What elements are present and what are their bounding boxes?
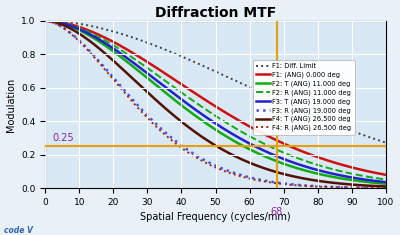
- F1: (ANG) 0.000 deg: (47.5, 0.52): (ANG) 0.000 deg: (47.5, 0.52): [204, 100, 209, 102]
- F4: R (ANG) 26.500 deg: (0, 1): R (ANG) 26.500 deg: (0, 1): [43, 19, 48, 22]
- F4: T (ANG) 26.500 deg: (0, 1): T (ANG) 26.500 deg: (0, 1): [43, 19, 48, 22]
- F2: R (ANG) 11.000 deg: (47.5, 0.465): R (ANG) 11.000 deg: (47.5, 0.465): [204, 109, 209, 112]
- Line: F1: Diff. Limit: F1: Diff. Limit: [45, 21, 386, 143]
- Line: F2: T (ANG) 11.000 deg: F2: T (ANG) 11.000 deg: [45, 21, 386, 184]
- F4: T (ANG) 26.500 deg: (47.5, 0.286): T (ANG) 26.500 deg: (47.5, 0.286): [204, 139, 209, 141]
- F3: T (ANG) 19.000 deg: (48.1, 0.412): T (ANG) 19.000 deg: (48.1, 0.412): [207, 118, 212, 121]
- F4: R (ANG) 26.500 deg: (100, 0.00102): R (ANG) 26.500 deg: (100, 0.00102): [384, 187, 388, 189]
- F3: T (ANG) 19.000 deg: (0, 1): T (ANG) 19.000 deg: (0, 1): [43, 19, 48, 22]
- Text: 0.25: 0.25: [52, 133, 74, 143]
- F2: T (ANG) 11.000 deg: (100, 0.0257): T (ANG) 11.000 deg: (100, 0.0257): [384, 182, 388, 185]
- Line: F3: T (ANG) 19.000 deg: F3: T (ANG) 19.000 deg: [45, 21, 386, 182]
- Line: F4: T (ANG) 26.500 deg: F4: T (ANG) 26.500 deg: [45, 21, 386, 187]
- Y-axis label: Modulation: Modulation: [6, 77, 16, 132]
- F2: R (ANG) 11.000 deg: (97.6, 0.0584): R (ANG) 11.000 deg: (97.6, 0.0584): [375, 177, 380, 180]
- F2: T (ANG) 11.000 deg: (0, 1): T (ANG) 11.000 deg: (0, 1): [43, 19, 48, 22]
- F4: T (ANG) 26.500 deg: (100, 0.0097): T (ANG) 26.500 deg: (100, 0.0097): [384, 185, 388, 188]
- X-axis label: Spatial Frequency (cycles/mm): Spatial Frequency (cycles/mm): [140, 212, 291, 222]
- F3: R (ANG) 19.000 deg: (0, 1): R (ANG) 19.000 deg: (0, 1): [43, 19, 48, 22]
- Line: F1: (ANG) 0.000 deg: F1: (ANG) 0.000 deg: [45, 21, 386, 175]
- F2: R (ANG) 11.000 deg: (59.5, 0.315): R (ANG) 11.000 deg: (59.5, 0.315): [246, 134, 250, 137]
- F1: Diff. Limit: (100, 0.272): Diff. Limit: (100, 0.272): [384, 141, 388, 144]
- F1: Diff. Limit: (82, 0.406): Diff. Limit: (82, 0.406): [322, 119, 327, 121]
- F1: Diff. Limit: (47.5, 0.72): Diff. Limit: (47.5, 0.72): [204, 66, 209, 69]
- F1: (ANG) 0.000 deg: (48.1, 0.513): (ANG) 0.000 deg: (48.1, 0.513): [207, 101, 212, 104]
- F3: R (ANG) 19.000 deg: (97.6, 0.00177): R (ANG) 19.000 deg: (97.6, 0.00177): [375, 186, 380, 189]
- F2: R (ANG) 11.000 deg: (48.1, 0.457): R (ANG) 11.000 deg: (48.1, 0.457): [207, 110, 212, 113]
- F2: T (ANG) 11.000 deg: (82, 0.0773): T (ANG) 11.000 deg: (82, 0.0773): [322, 174, 327, 176]
- Legend: F1: Diff. Limit, F1: (ANG) 0.000 deg, F2: T (ANG) 11.000 deg, F2: R (ANG) 11.000: F1: Diff. Limit, F1: (ANG) 0.000 deg, F2…: [253, 60, 355, 135]
- F1: (ANG) 0.000 deg: (82, 0.172): (ANG) 0.000 deg: (82, 0.172): [322, 158, 327, 161]
- F3: T (ANG) 19.000 deg: (100, 0.0356): T (ANG) 19.000 deg: (100, 0.0356): [384, 181, 388, 184]
- F1: Diff. Limit: (59.5, 0.607): Diff. Limit: (59.5, 0.607): [246, 85, 250, 88]
- F1: (ANG) 0.000 deg: (59.5, 0.374): (ANG) 0.000 deg: (59.5, 0.374): [246, 124, 250, 127]
- F2: R (ANG) 11.000 deg: (0, 1): R (ANG) 11.000 deg: (0, 1): [43, 19, 48, 22]
- F4: T (ANG) 26.500 deg: (54.1, 0.207): T (ANG) 26.500 deg: (54.1, 0.207): [227, 152, 232, 155]
- F3: R (ANG) 19.000 deg: (100, 0.00135): R (ANG) 19.000 deg: (100, 0.00135): [384, 187, 388, 189]
- F4: R (ANG) 26.500 deg: (97.6, 0.00136): R (ANG) 26.500 deg: (97.6, 0.00136): [375, 187, 380, 189]
- Text: code V: code V: [4, 226, 33, 235]
- Text: 68: 68: [271, 207, 283, 217]
- F1: (ANG) 0.000 deg: (100, 0.0795): (ANG) 0.000 deg: (100, 0.0795): [384, 173, 388, 176]
- Title: Diffraction MTF: Diffraction MTF: [155, 6, 276, 20]
- Line: F3: R (ANG) 19.000 deg: F3: R (ANG) 19.000 deg: [45, 21, 386, 188]
- F3: T (ANG) 19.000 deg: (82, 0.0976): T (ANG) 19.000 deg: (82, 0.0976): [322, 170, 327, 173]
- F2: R (ANG) 11.000 deg: (54.1, 0.379): R (ANG) 11.000 deg: (54.1, 0.379): [227, 123, 232, 126]
- F2: T (ANG) 11.000 deg: (97.6, 0.03): T (ANG) 11.000 deg: (97.6, 0.03): [375, 182, 380, 184]
- F4: R (ANG) 26.500 deg: (82, 0.00752): R (ANG) 26.500 deg: (82, 0.00752): [322, 185, 327, 188]
- F4: R (ANG) 26.500 deg: (59.5, 0.0596): R (ANG) 26.500 deg: (59.5, 0.0596): [246, 177, 250, 180]
- F3: T (ANG) 19.000 deg: (97.6, 0.0411): T (ANG) 19.000 deg: (97.6, 0.0411): [375, 180, 380, 183]
- F3: R (ANG) 19.000 deg: (82, 0.00914): R (ANG) 19.000 deg: (82, 0.00914): [322, 185, 327, 188]
- F4: R (ANG) 26.500 deg: (48.1, 0.142): R (ANG) 26.500 deg: (48.1, 0.142): [207, 163, 212, 166]
- F2: T (ANG) 11.000 deg: (54.1, 0.297): T (ANG) 11.000 deg: (54.1, 0.297): [227, 137, 232, 140]
- F3: R (ANG) 19.000 deg: (48.1, 0.153): R (ANG) 19.000 deg: (48.1, 0.153): [207, 161, 212, 164]
- F2: T (ANG) 11.000 deg: (47.5, 0.383): T (ANG) 11.000 deg: (47.5, 0.383): [204, 122, 209, 125]
- F1: Diff. Limit: (97.6, 0.288): Diff. Limit: (97.6, 0.288): [375, 139, 380, 141]
- F2: R (ANG) 11.000 deg: (82, 0.127): R (ANG) 11.000 deg: (82, 0.127): [322, 165, 327, 168]
- F1: Diff. Limit: (0, 1): Diff. Limit: (0, 1): [43, 19, 48, 22]
- F2: T (ANG) 11.000 deg: (48.1, 0.375): T (ANG) 11.000 deg: (48.1, 0.375): [207, 124, 212, 127]
- F3: R (ANG) 19.000 deg: (54.1, 0.1): R (ANG) 19.000 deg: (54.1, 0.1): [227, 170, 232, 173]
- F3: T (ANG) 19.000 deg: (47.5, 0.42): T (ANG) 19.000 deg: (47.5, 0.42): [204, 116, 209, 119]
- F3: R (ANG) 19.000 deg: (47.5, 0.159): R (ANG) 19.000 deg: (47.5, 0.159): [204, 160, 209, 163]
- F1: (ANG) 0.000 deg: (54.1, 0.437): (ANG) 0.000 deg: (54.1, 0.437): [227, 114, 232, 116]
- F1: Diff. Limit: (54.1, 0.658): Diff. Limit: (54.1, 0.658): [227, 77, 232, 79]
- F3: T (ANG) 19.000 deg: (59.5, 0.271): T (ANG) 19.000 deg: (59.5, 0.271): [246, 141, 250, 144]
- F1: Diff. Limit: (48.1, 0.714): Diff. Limit: (48.1, 0.714): [207, 67, 212, 70]
- F3: T (ANG) 19.000 deg: (54.1, 0.334): T (ANG) 19.000 deg: (54.1, 0.334): [227, 131, 232, 134]
- F2: R (ANG) 11.000 deg: (100, 0.0514): R (ANG) 11.000 deg: (100, 0.0514): [384, 178, 388, 181]
- F1: (ANG) 0.000 deg: (97.6, 0.0887): (ANG) 0.000 deg: (97.6, 0.0887): [375, 172, 380, 175]
- F4: R (ANG) 26.500 deg: (54.1, 0.0912): R (ANG) 26.500 deg: (54.1, 0.0912): [227, 171, 232, 174]
- F2: T (ANG) 11.000 deg: (59.5, 0.237): T (ANG) 11.000 deg: (59.5, 0.237): [246, 147, 250, 150]
- Line: F4: R (ANG) 26.500 deg: F4: R (ANG) 26.500 deg: [45, 21, 386, 188]
- F4: T (ANG) 26.500 deg: (97.6, 0.0118): T (ANG) 26.500 deg: (97.6, 0.0118): [375, 185, 380, 188]
- F1: (ANG) 0.000 deg: (0, 1): (ANG) 0.000 deg: (0, 1): [43, 19, 48, 22]
- F4: R (ANG) 26.500 deg: (47.5, 0.148): R (ANG) 26.500 deg: (47.5, 0.148): [204, 162, 209, 165]
- Line: F2: R (ANG) 11.000 deg: F2: R (ANG) 11.000 deg: [45, 21, 386, 180]
- F3: R (ANG) 19.000 deg: (59.5, 0.0667): R (ANG) 19.000 deg: (59.5, 0.0667): [246, 176, 250, 178]
- F4: T (ANG) 26.500 deg: (48.1, 0.279): T (ANG) 26.500 deg: (48.1, 0.279): [207, 140, 212, 143]
- F4: T (ANG) 26.500 deg: (82, 0.0381): T (ANG) 26.500 deg: (82, 0.0381): [322, 180, 327, 183]
- F4: T (ANG) 26.500 deg: (59.5, 0.156): T (ANG) 26.500 deg: (59.5, 0.156): [246, 161, 250, 164]
